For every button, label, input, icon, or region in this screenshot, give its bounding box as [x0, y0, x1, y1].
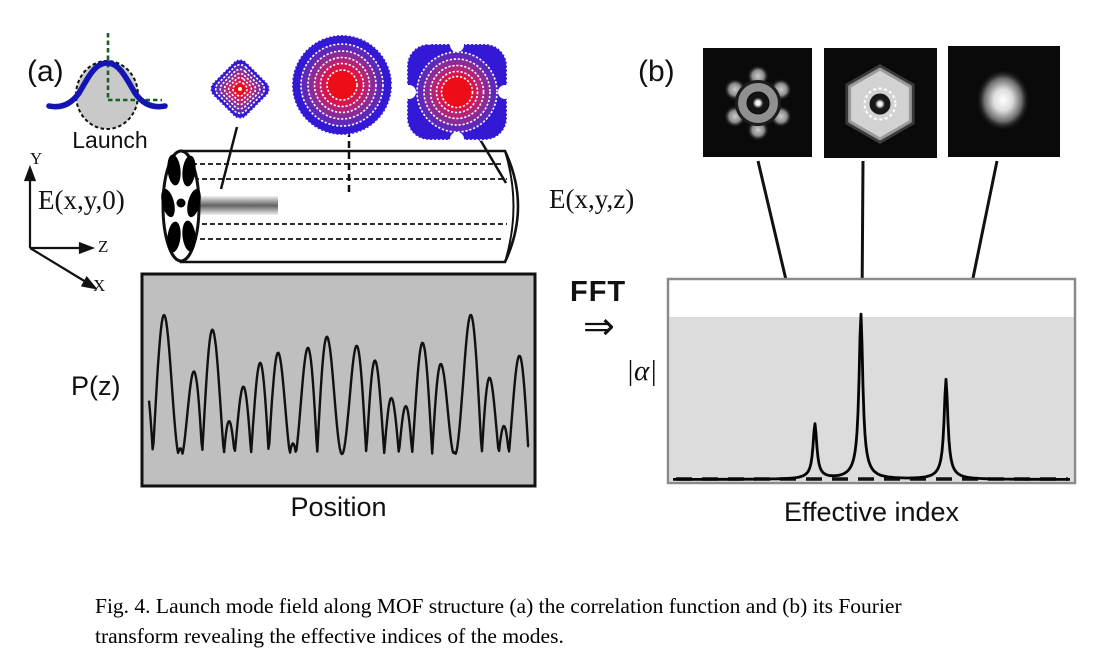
fiber-illustration — [161, 149, 520, 264]
gaussian-curve — [46, 60, 168, 110]
mode-image-3-gaussian — [948, 46, 1060, 157]
axis-z-label: Z — [98, 237, 109, 256]
spectrum-trace — [672, 312, 1071, 481]
launch-axes-green-dashed — [106, 33, 162, 102]
fft-label: FFT — [570, 276, 627, 308]
fiber-cap-inner-arc — [504, 150, 515, 263]
mode-image-1-star — [703, 48, 812, 157]
correlation-ylabel: P(z) — [71, 371, 121, 401]
mode-field-contour-2-round — [291, 34, 393, 136]
fft-arrow-icon: ⇒ — [583, 306, 615, 348]
correlation-plot-box — [140, 272, 537, 488]
figure-caption: Fig. 4. Launch mode field along MOF stru… — [95, 591, 1030, 651]
spectrum-xlabel: Effective index — [783, 497, 960, 527]
coordinate-axes — [23, 164, 98, 290]
spectrum-ylabel: |α| — [626, 355, 658, 387]
mode-field-contour-1-diamond — [209, 58, 271, 120]
axis-y-label: Y — [30, 149, 43, 168]
fiber-dashed-lines — [184, 163, 507, 240]
input-field-label: E(x,y,0) — [38, 185, 125, 215]
caption-line-2: transform revealing the effective indice… — [95, 623, 564, 648]
launch-beam — [198, 196, 278, 215]
panel-b-label: (b) — [638, 55, 675, 88]
fiber-end-face-structure — [161, 154, 201, 253]
contour-3-notches — [402, 38, 512, 146]
axis-x-label: X — [93, 276, 106, 295]
spectrum-box — [666, 277, 1077, 485]
launch-label: Launch — [72, 127, 148, 153]
output-field-label: E(x,y,z) — [549, 184, 635, 214]
launch-mode-icon — [46, 33, 168, 130]
mode-image-2-hexagon — [824, 48, 937, 158]
correlation-xlabel: Position — [290, 492, 387, 522]
mode-field-contour-3-flower — [402, 38, 512, 146]
panel-a-label: (a) — [27, 55, 64, 88]
correlation-trace — [147, 313, 530, 456]
caption-line-1: Fig. 4. Launch mode field along MOF stru… — [95, 593, 902, 618]
